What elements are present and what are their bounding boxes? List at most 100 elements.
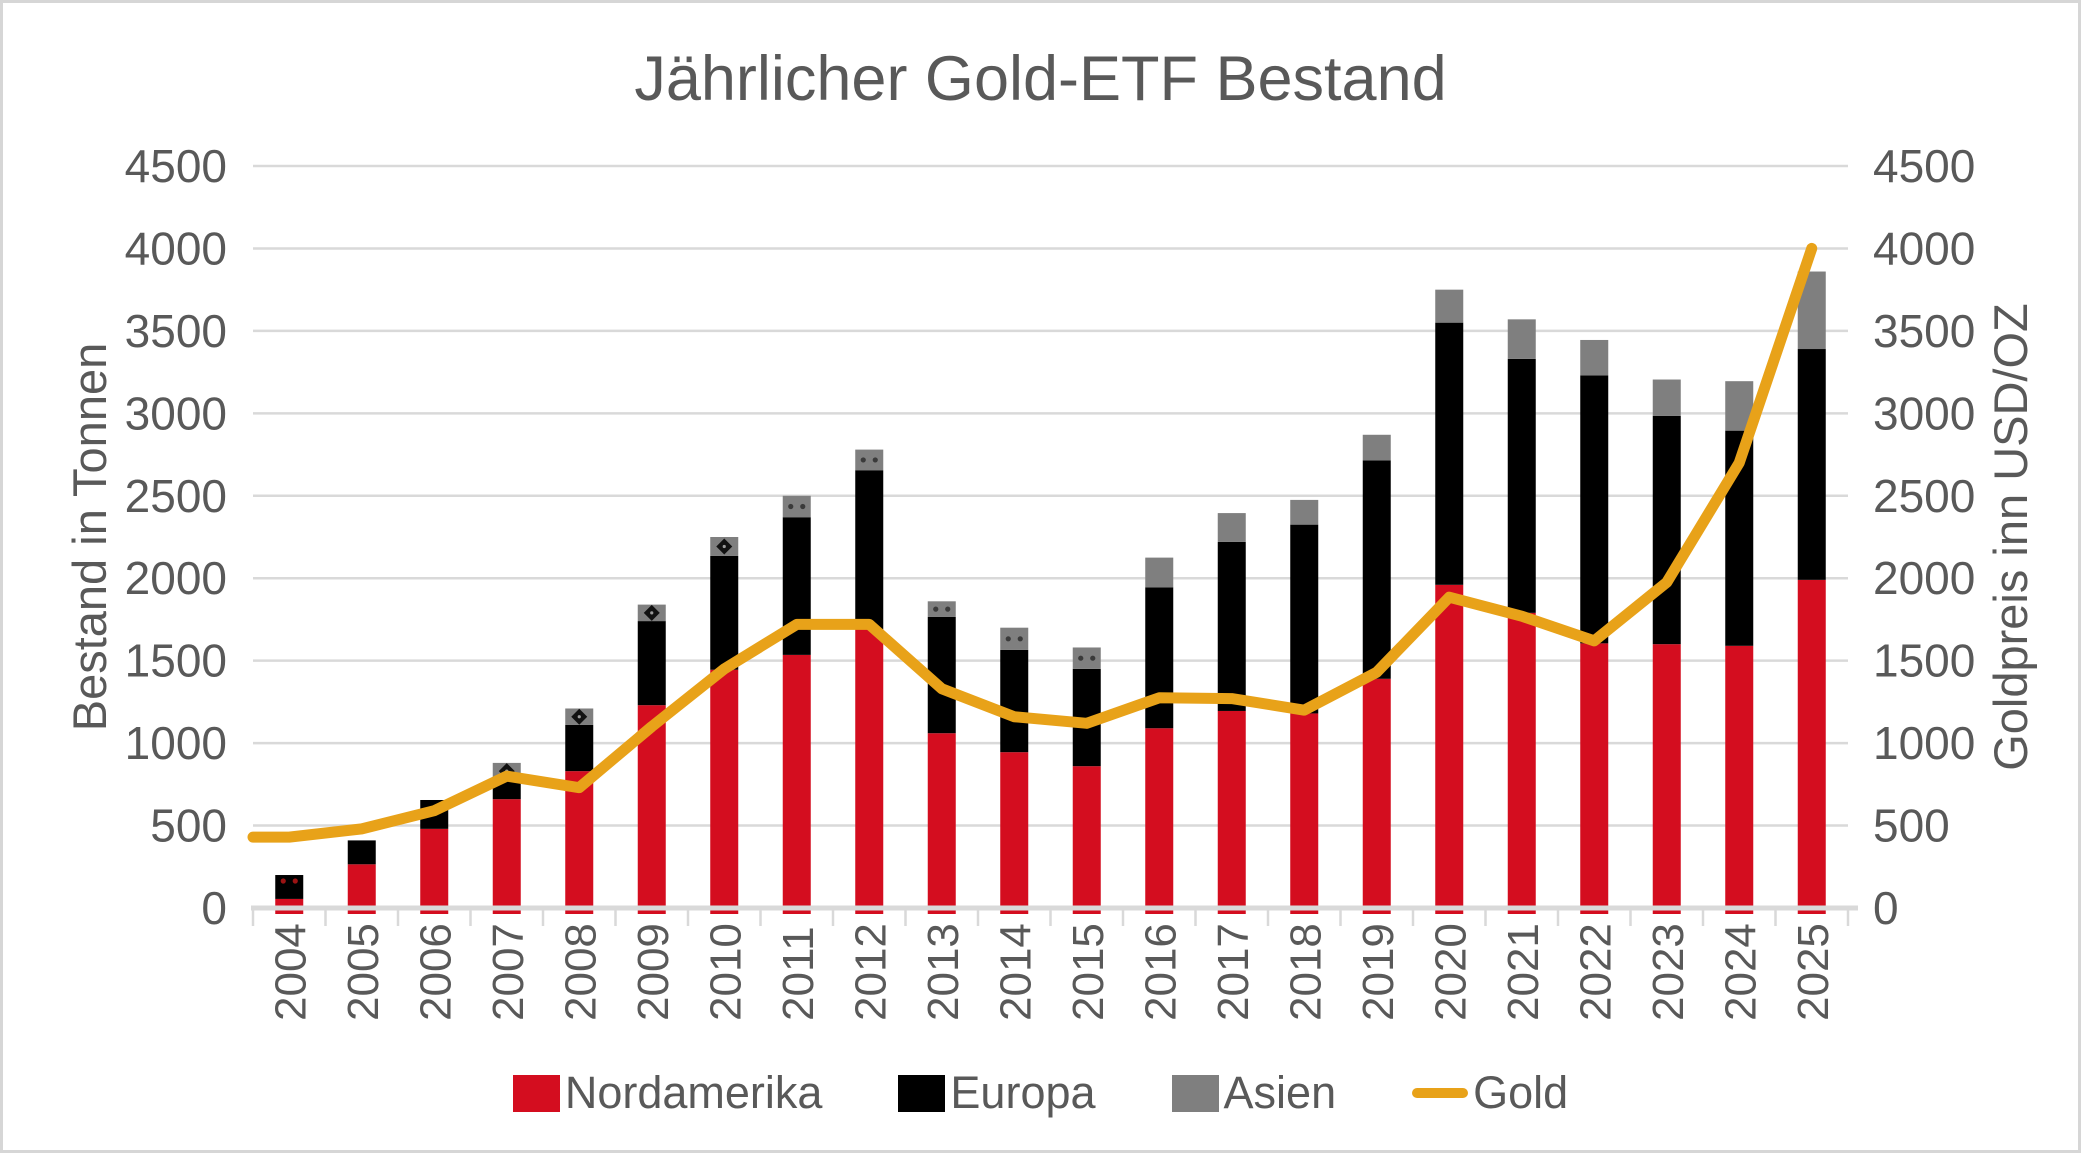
bar-2010-nordamerika (710, 669, 739, 914)
bar-2021-asien (1507, 319, 1536, 359)
bar-2017-asien (1217, 513, 1246, 542)
year-label-2021: 2021 (1499, 923, 1548, 1021)
diamond-marker-dot-2009 (650, 611, 654, 615)
asien-swatch-icon (1171, 1074, 1219, 1112)
dots-marker-2004 (292, 878, 298, 884)
year-label-2013: 2013 (919, 923, 968, 1021)
dots-marker-2014 (1017, 636, 1023, 642)
bar-2007-nordamerika (492, 799, 521, 914)
bar-2025-nordamerika (1797, 579, 1826, 914)
dots-marker-2012 (872, 457, 878, 463)
legend-item-asien: Asien (1171, 1067, 1336, 1119)
bar-2012-nordamerika (855, 629, 884, 914)
year-label-2015: 2015 (1064, 923, 1113, 1021)
year-label-2023: 2023 (1644, 923, 1693, 1021)
year-label-2016: 2016 (1136, 923, 1185, 1021)
bar-2015-asien (1072, 647, 1101, 669)
year-label-2024: 2024 (1716, 923, 1765, 1021)
legend-label-europa: Europa (950, 1067, 1096, 1118)
dots-marker-2013 (933, 606, 939, 612)
diamond-marker-dot-2008 (577, 715, 581, 719)
right-tick-label-2500: 2500 (1873, 470, 1975, 522)
right-tick-label-3500: 3500 (1873, 305, 1975, 357)
europa-swatch-icon (898, 1074, 946, 1112)
year-label-2007: 2007 (484, 923, 533, 1021)
bar-2008-europa (565, 724, 594, 772)
year-label-2010: 2010 (701, 923, 750, 1021)
bar-2004-europa (275, 875, 304, 899)
left-tick-label-2500: 2500 (125, 470, 227, 522)
bar-2025-europa (1797, 349, 1826, 580)
right-tick-label-3000: 3000 (1873, 387, 1975, 439)
bar-2016-asien (1145, 557, 1174, 588)
legend-label-gold: Gold (1473, 1067, 1569, 1118)
bar-2009-europa (637, 621, 666, 706)
year-label-2011: 2011 (774, 926, 823, 1021)
year-label-2017: 2017 (1209, 923, 1258, 1021)
bar-2011-asien (782, 495, 811, 518)
bar-2013-nordamerika (927, 733, 956, 914)
legend-label-nordamerika: Nordamerika (564, 1067, 823, 1118)
right-tick-label-0: 0 (1873, 882, 1899, 934)
left-tick-label-1000: 1000 (125, 717, 227, 769)
bar-2005-europa (347, 840, 376, 865)
left-tick-label-1500: 1500 (125, 635, 227, 687)
year-label-2012: 2012 (846, 923, 895, 1021)
year-label-2004: 2004 (266, 923, 315, 1021)
right-tick-label-4000: 4000 (1873, 222, 1975, 274)
bar-2021-europa (1507, 358, 1536, 613)
bar-2011-nordamerika (782, 654, 811, 914)
left-tick-label-3000: 3000 (125, 387, 227, 439)
bar-2014-nordamerika (1000, 752, 1029, 914)
year-label-2018: 2018 (1281, 923, 1330, 1021)
year-label-2005: 2005 (339, 923, 388, 1021)
left-tick-label-0: 0 (201, 882, 227, 934)
bar-2016-nordamerika (1145, 728, 1174, 914)
bar-2015-nordamerika (1072, 766, 1101, 914)
year-label-2020: 2020 (1426, 923, 1475, 1021)
legend-item-europa: Europa (898, 1067, 1096, 1119)
diamond-marker-dot-2010 (722, 544, 726, 549)
bar-2013-asien (927, 601, 956, 617)
left-tick-label-2000: 2000 (125, 552, 227, 604)
dots-marker-2012 (860, 457, 866, 463)
bar-2019-asien (1362, 434, 1391, 461)
bar-2021-nordamerika (1507, 612, 1536, 914)
dots-marker-2011 (788, 503, 794, 510)
bar-2020-europa (1435, 322, 1464, 585)
dots-marker-2011 (800, 503, 806, 510)
bar-2017-europa (1217, 541, 1246, 711)
left-tick-label-500: 500 (150, 800, 227, 852)
legend-item-nordamerika: Nordamerika (512, 1067, 823, 1119)
right-tick-label-1000: 1000 (1873, 717, 1975, 769)
right-tick-label-1500: 1500 (1873, 635, 1975, 687)
legend: Nordamerika Europa Asien Gold (3, 1067, 2078, 1119)
year-label-2014: 2014 (991, 923, 1040, 1021)
bar-2006-nordamerika (420, 828, 449, 914)
bar-2008-nordamerika (565, 771, 594, 914)
gold-price-line (247, 242, 1818, 843)
year-label-2019: 2019 (1354, 923, 1403, 1021)
bar-2023-nordamerika (1652, 644, 1681, 914)
bar-2024-nordamerika (1725, 645, 1754, 914)
year-label-2022: 2022 (1571, 923, 1620, 1021)
bar-2020-nordamerika (1435, 584, 1464, 914)
chart-title: Jährlicher Gold-ETF Bestand (634, 44, 1447, 114)
bar-2016-europa (1145, 587, 1174, 729)
left-tick-label-4500: 4500 (125, 140, 227, 192)
bar-2018-nordamerika (1290, 713, 1319, 914)
bar-2017-nordamerika (1217, 710, 1246, 914)
plot-area: 0 0 500 500 1000 1000 1500 1500 2000 2000 2500 2500… (125, 140, 1976, 1021)
bar-2010-europa (710, 555, 739, 670)
bar-2023-europa (1652, 415, 1681, 645)
bar-2014-europa (1000, 649, 1029, 753)
right-tick-label-500: 500 (1873, 800, 1950, 852)
bar-2019-nordamerika (1362, 678, 1391, 914)
legend-item-gold: Gold (1412, 1067, 1568, 1119)
dots-marker-2015 (1090, 655, 1096, 661)
bar-2018-asien (1290, 499, 1319, 525)
dots-marker-2013 (945, 606, 951, 612)
year-label-2008: 2008 (556, 923, 605, 1021)
year-label-2025: 2025 (1789, 923, 1838, 1021)
